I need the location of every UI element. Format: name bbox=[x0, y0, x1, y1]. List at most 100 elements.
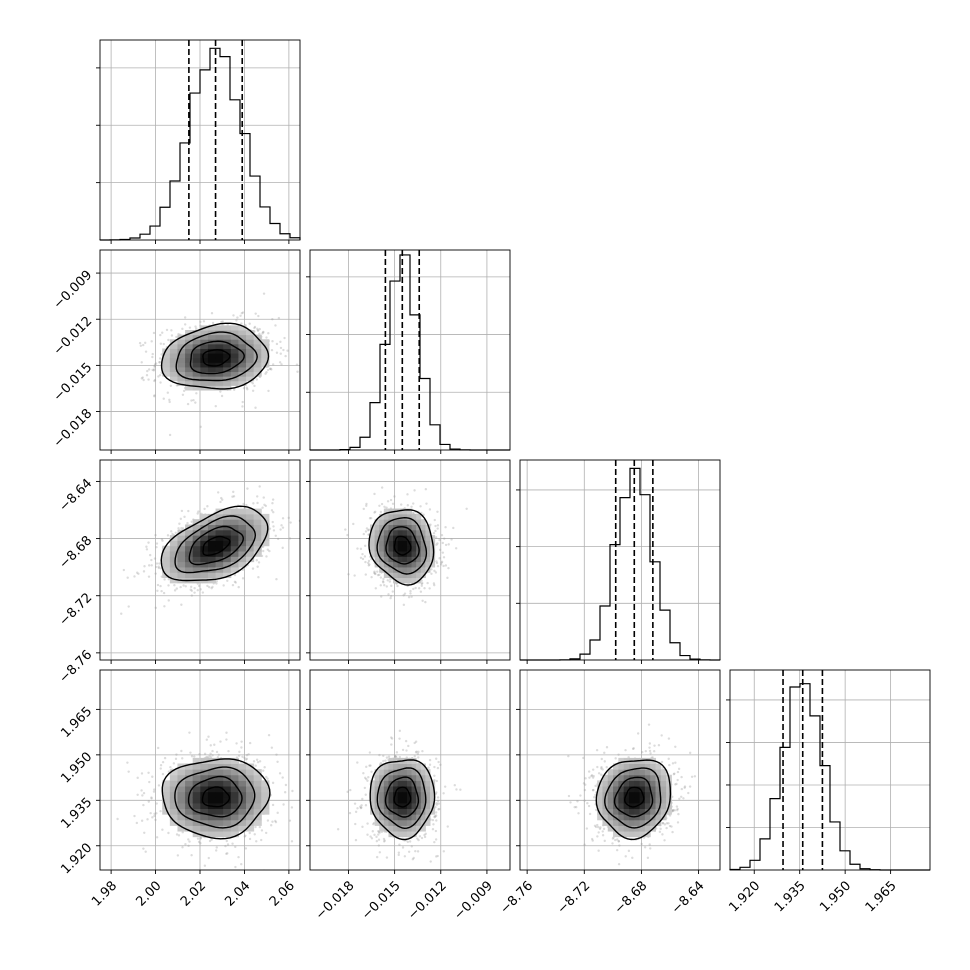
density-cell bbox=[425, 556, 431, 563]
sample-point bbox=[360, 806, 363, 809]
contour-line bbox=[202, 535, 231, 556]
density-cell bbox=[388, 556, 394, 563]
density-cell bbox=[388, 519, 394, 525]
sample-point bbox=[354, 822, 357, 826]
sample-point bbox=[410, 595, 413, 598]
sample-point bbox=[153, 364, 156, 368]
density-cell bbox=[207, 545, 217, 552]
density-cell bbox=[200, 825, 209, 832]
sample-point bbox=[167, 338, 170, 342]
density-cell bbox=[374, 519, 380, 525]
sample-point bbox=[363, 786, 367, 790]
density-cell bbox=[223, 376, 232, 382]
density-cell bbox=[374, 529, 380, 536]
sample-point bbox=[208, 754, 211, 757]
sample-point bbox=[434, 536, 438, 539]
density-cell bbox=[200, 529, 209, 536]
sample-point bbox=[172, 762, 176, 765]
sample-point bbox=[360, 804, 363, 807]
density-cell bbox=[169, 357, 178, 363]
sample-point bbox=[347, 573, 350, 576]
density-cell bbox=[169, 814, 178, 821]
sample-point bbox=[465, 507, 468, 511]
density-cell bbox=[420, 524, 426, 531]
density-cell bbox=[238, 825, 247, 832]
density-cell bbox=[215, 334, 224, 340]
density-cell bbox=[416, 535, 422, 541]
density-cell bbox=[393, 561, 399, 568]
sample-point bbox=[370, 575, 373, 579]
sample-point bbox=[240, 862, 243, 866]
density-cell bbox=[230, 362, 239, 368]
density-cell bbox=[223, 366, 232, 373]
y-tick-label: −0.012 bbox=[51, 314, 96, 359]
sample-point bbox=[243, 756, 246, 760]
density-cell bbox=[416, 513, 422, 520]
density-cell bbox=[200, 343, 209, 349]
sample-point bbox=[187, 844, 190, 848]
sample-point bbox=[405, 749, 408, 752]
density-cell bbox=[192, 385, 201, 391]
density-cell bbox=[383, 508, 389, 515]
sample-point bbox=[175, 753, 178, 756]
sample-point bbox=[283, 336, 286, 340]
sample-point bbox=[220, 870, 222, 872]
density-cell bbox=[177, 339, 186, 345]
density-cell bbox=[192, 535, 201, 541]
sample-point bbox=[390, 736, 393, 739]
density-cell bbox=[185, 535, 194, 541]
density-cell bbox=[215, 769, 224, 776]
density-cell bbox=[200, 362, 209, 368]
density-cell bbox=[169, 366, 178, 373]
y-tick-label: −8.64 bbox=[57, 476, 96, 515]
density-cell bbox=[374, 535, 380, 541]
density-cell bbox=[238, 508, 247, 515]
density-cell bbox=[192, 774, 201, 781]
density-cell bbox=[177, 371, 186, 377]
density-cell bbox=[162, 808, 171, 815]
sample-point bbox=[257, 314, 260, 318]
sample-point bbox=[155, 802, 158, 805]
contour-line bbox=[187, 775, 243, 818]
density-cell bbox=[402, 556, 408, 563]
x-tick-label: 2.06 bbox=[267, 878, 298, 909]
sample-point bbox=[240, 740, 243, 743]
density-cell bbox=[420, 561, 426, 568]
sample-point bbox=[222, 584, 225, 587]
sample-point bbox=[219, 500, 222, 504]
sample-point bbox=[253, 326, 256, 330]
density-cell bbox=[169, 791, 178, 798]
density-cell bbox=[370, 535, 376, 541]
density-cell bbox=[223, 797, 232, 804]
sample-point bbox=[179, 517, 183, 521]
sample-point bbox=[264, 504, 268, 508]
density-cell bbox=[169, 566, 178, 573]
sample-point bbox=[153, 379, 156, 383]
density-cell bbox=[192, 763, 201, 770]
density-cell bbox=[230, 535, 239, 541]
sample-point bbox=[402, 594, 405, 597]
sample-point bbox=[253, 384, 256, 388]
density-cell bbox=[397, 545, 403, 552]
y-tick-label: −8.76 bbox=[57, 648, 96, 687]
sample-point bbox=[257, 329, 260, 332]
density-cell bbox=[406, 556, 413, 563]
density-cell bbox=[192, 529, 201, 536]
sample-point bbox=[177, 527, 180, 530]
sample-point bbox=[373, 492, 376, 496]
density-cell bbox=[162, 348, 171, 354]
x-tick-label: 2.00 bbox=[134, 878, 165, 909]
density-cell bbox=[192, 825, 201, 832]
sample-point bbox=[237, 585, 240, 589]
density-cell bbox=[374, 551, 380, 557]
density-cell bbox=[215, 325, 224, 331]
density-cell bbox=[430, 561, 436, 568]
x-tick-label: 1.98 bbox=[89, 878, 120, 909]
sample-point bbox=[419, 590, 423, 593]
sample-point bbox=[390, 737, 394, 740]
density-cell bbox=[192, 802, 201, 810]
density-cell bbox=[230, 524, 239, 531]
density-cell bbox=[162, 791, 171, 798]
density-cell bbox=[411, 551, 417, 557]
